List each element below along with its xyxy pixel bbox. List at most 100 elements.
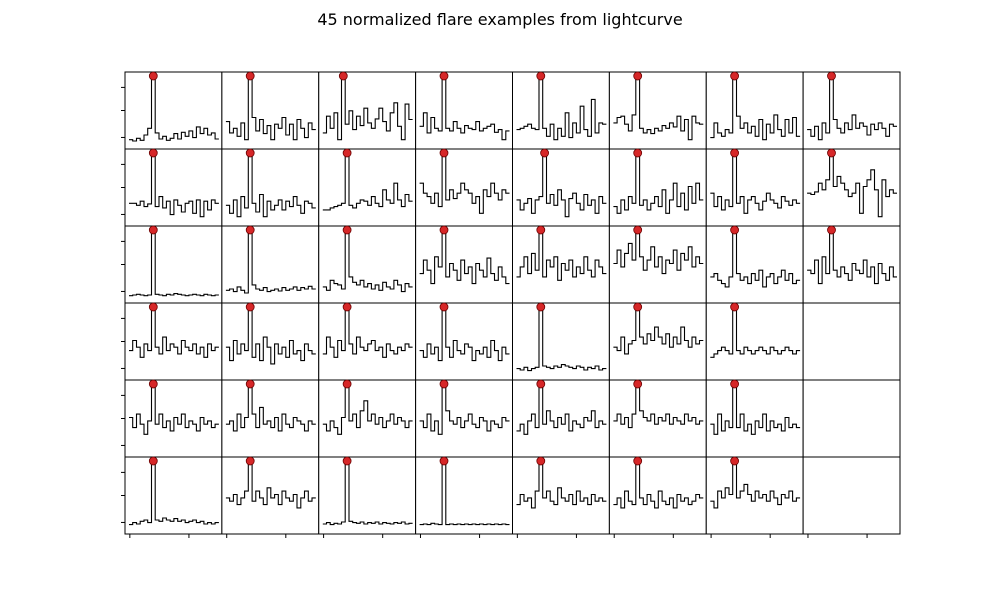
figure-title: 45 normalized flare examples from lightc… (317, 10, 683, 29)
flare-peak-marker (439, 379, 449, 389)
panel-frame (802, 302, 901, 381)
flare-peak-marker (633, 379, 643, 389)
flare-series-line (807, 75, 897, 141)
flare-series-line (129, 460, 219, 526)
flare-series-line (322, 75, 413, 141)
flare-series-line (322, 152, 413, 211)
panel-frame (124, 225, 223, 304)
flare-series-line (516, 75, 607, 141)
flare-series-line (613, 75, 704, 141)
flare-peak-marker (148, 302, 158, 312)
panel-frame (608, 71, 707, 150)
flare-series-line (419, 152, 510, 214)
flare-series-line (225, 306, 316, 365)
flare-peak-marker (342, 379, 352, 389)
panel-frame (221, 302, 320, 381)
flare-series-line (129, 229, 219, 297)
flare-series-line (322, 306, 413, 358)
flare-peak-marker (148, 71, 158, 81)
flare-series-line (225, 152, 316, 218)
flare-series-line (516, 460, 607, 509)
flare-series-line (710, 152, 801, 214)
flare-peak-marker (633, 148, 643, 158)
flare-series-line (710, 229, 801, 288)
panel-frame (705, 225, 804, 304)
flare-peak-marker (540, 148, 549, 158)
flare-series-line (613, 306, 704, 355)
flare-peak-marker (148, 456, 158, 466)
panel-frame (705, 71, 804, 150)
panel-frame (415, 456, 513, 535)
flare-series-line (419, 229, 510, 285)
flare-series-line (322, 460, 413, 526)
flare-peak-marker (633, 71, 643, 81)
flare-peak-marker (730, 225, 739, 235)
flare-series-line (419, 460, 510, 526)
panel-frame (802, 148, 901, 227)
flare-peak-marker (245, 456, 255, 466)
flare-series-line (710, 383, 801, 435)
panel-frame (415, 379, 513, 458)
flare-series-line (225, 383, 316, 432)
flare-series-line (129, 75, 219, 142)
panel-frame (318, 148, 417, 227)
flare-peak-marker (439, 71, 449, 81)
flare-series-line (225, 75, 316, 141)
flare-series-line (613, 460, 704, 509)
flare-peak-marker (245, 148, 255, 158)
flare-series-line (129, 383, 219, 435)
flare-peak-marker (245, 302, 255, 312)
flare-peak-marker (536, 71, 546, 81)
flare-series-line (419, 75, 510, 141)
flare-peak-marker (245, 225, 255, 235)
flare-series-line (322, 383, 413, 435)
panel-frame (802, 456, 901, 535)
panel-frame (608, 148, 707, 227)
flare-peak-marker (827, 148, 836, 158)
flare-series-line (613, 229, 704, 275)
panel-frame (705, 148, 804, 227)
panel-frame (124, 302, 223, 381)
flare-peak-marker (730, 379, 739, 389)
flare-peak-marker (730, 148, 739, 158)
flare-peak-marker (342, 148, 352, 158)
flare-peak-marker (148, 148, 158, 158)
flare-series-line (225, 229, 316, 294)
flare-peak-marker (439, 148, 449, 158)
flare-series-line (710, 460, 801, 509)
flare-peak-marker (536, 379, 546, 389)
flare-peak-marker (342, 302, 352, 312)
flare-peak-marker (730, 71, 739, 81)
flare-series-line (613, 383, 704, 429)
panel-frame (221, 148, 320, 227)
flare-peak-marker (245, 71, 255, 81)
flare-peak-marker (730, 302, 739, 312)
flare-peak-marker (730, 456, 739, 466)
flare-series-line (807, 229, 897, 285)
panel-frame (802, 379, 901, 458)
flare-peak-marker (827, 225, 836, 235)
flare-series-line (710, 306, 801, 358)
flare-peak-marker (827, 71, 836, 81)
flare-peak-marker (439, 225, 449, 235)
flare-peak-marker (439, 302, 449, 312)
flare-peak-marker (338, 71, 348, 81)
flare-series-line (322, 229, 413, 293)
flare-peak-marker (148, 225, 158, 235)
flare-series-line (516, 306, 607, 372)
flare-peak-marker (342, 456, 352, 466)
flare-peak-marker (245, 379, 255, 389)
flare-peak-marker (536, 302, 546, 312)
flare-series-line (129, 152, 219, 218)
panel-frame (318, 456, 417, 535)
flare-series-line (516, 152, 607, 218)
flare-series-line (129, 306, 219, 358)
panel-frame (705, 302, 804, 381)
flare-series-line (710, 75, 801, 141)
flare-series-line (419, 306, 510, 362)
panel-frame (221, 379, 320, 458)
flare-series-line (419, 383, 510, 435)
panel-frame (802, 71, 901, 150)
flare-peak-marker (633, 225, 643, 235)
